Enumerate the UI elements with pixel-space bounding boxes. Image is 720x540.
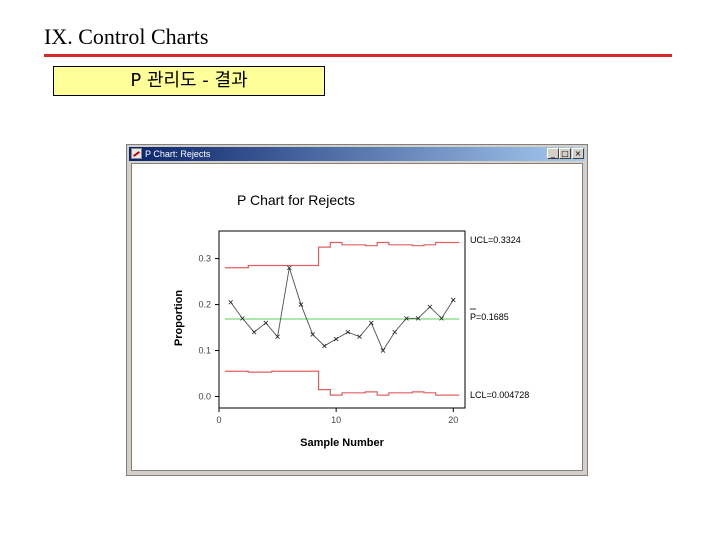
x-tick-label-1: 10	[331, 415, 341, 425]
chart-app-icon	[131, 148, 142, 159]
data-point-8	[310, 332, 315, 337]
y-tick-label-3: 0.3	[198, 254, 211, 264]
x-tick-label-2: 20	[448, 415, 458, 425]
data-point-13	[369, 320, 374, 326]
data-point-19	[439, 316, 444, 321]
data-point-4	[263, 320, 269, 326]
y-tick-label-2: 0.2	[198, 300, 211, 310]
chart-area: P Chart for Rejects 0.0 0.1 0.2 0.3 0 10 20 P…	[131, 163, 583, 471]
data-point-10	[333, 336, 339, 342]
data-point-16	[404, 316, 409, 321]
data-point-18	[427, 304, 433, 310]
close-button[interactable]: ×	[572, 148, 584, 159]
maximize-button[interactable]: □	[559, 148, 571, 159]
x-axis-label: Sample Number	[300, 437, 384, 449]
data-point-20	[451, 297, 456, 303]
minimize-button[interactable]: _	[547, 148, 559, 159]
y-tick-label-1: 0.1	[198, 346, 211, 356]
data-point-5	[275, 334, 280, 340]
lcl-label: LCL=0.004728	[470, 390, 529, 400]
data-point-14	[380, 348, 386, 353]
window-title: P Chart: Rejects	[145, 149, 211, 159]
ucl-label: UCL=0.3324	[470, 235, 521, 245]
data-point-15	[392, 329, 397, 335]
lcl-line	[224, 370, 460, 396]
p-chart: P Chart for Rejects 0.0 0.1 0.2 0.3 0 10 20 P…	[173, 192, 529, 449]
data-point-3	[251, 329, 257, 335]
data-point-2	[240, 316, 245, 321]
ucl-line	[224, 241, 460, 269]
y-axis-label: Proportion	[173, 290, 185, 346]
data-point-9	[322, 343, 327, 349]
y-tick-label-0: 0.0	[198, 392, 211, 402]
slide-title: IX. Control Charts	[44, 24, 209, 49]
plot-frame	[218, 230, 466, 409]
data-point-12	[357, 334, 362, 340]
title-divider	[44, 54, 672, 57]
slide-subtitle: P 관리도 - 결과	[53, 66, 325, 96]
center-label: P=0.1685	[470, 312, 509, 322]
data-point-17	[415, 316, 421, 321]
data-point-11	[345, 329, 351, 335]
data-point-7	[298, 302, 304, 307]
chart-title: P Chart for Rejects	[237, 192, 355, 208]
proportion-series-line	[230, 267, 454, 352]
chart-window: P Chart: Rejects _ □ × P Chart for Rejec…	[126, 144, 588, 476]
data-point-6	[287, 265, 292, 271]
window-titlebar[interactable]: P Chart: Rejects _ □ ×	[129, 147, 585, 161]
x-tick-label-0: 0	[216, 415, 221, 425]
data-point-1	[228, 299, 233, 305]
